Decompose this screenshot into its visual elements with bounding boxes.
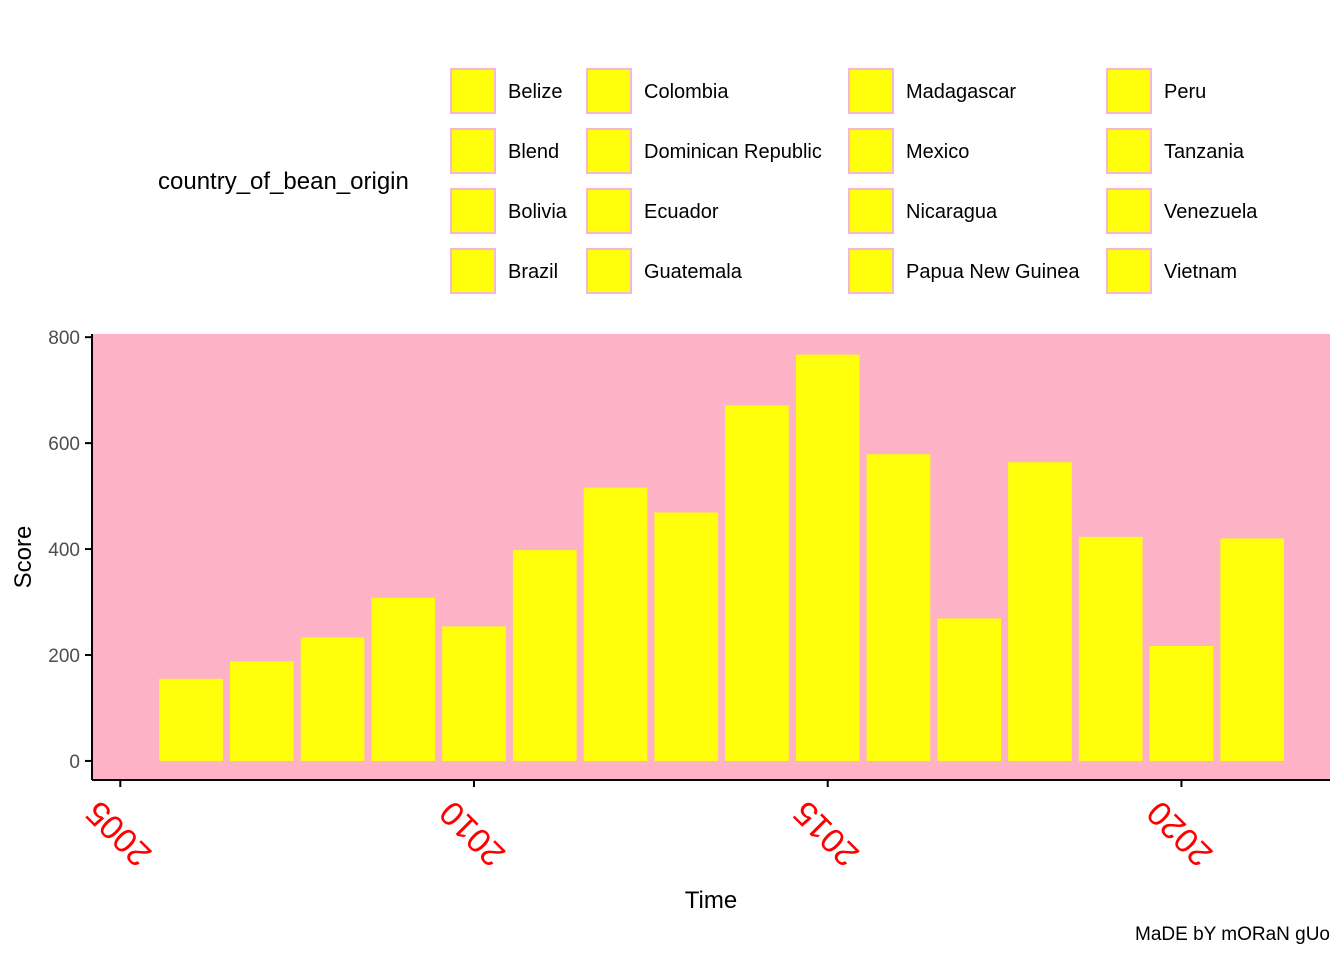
bar-2010 bbox=[442, 626, 506, 761]
legend-label: Ecuador bbox=[644, 201, 719, 223]
legend-key-swatch bbox=[586, 188, 632, 234]
y-tick-label-200: 200 bbox=[48, 646, 80, 667]
legend-key-swatch bbox=[450, 188, 496, 234]
legend-label: Bolivia bbox=[508, 201, 567, 223]
legend-label: Guatemala bbox=[644, 261, 742, 283]
bar-2014 bbox=[725, 405, 789, 761]
legend-label: Dominican Republic bbox=[644, 141, 822, 163]
legend-label: Papua New Guinea bbox=[906, 261, 1080, 283]
bar-2008 bbox=[300, 637, 365, 761]
bar-2017 bbox=[937, 618, 1002, 761]
bar-2020 bbox=[1149, 645, 1214, 761]
legend-key-swatch bbox=[1106, 68, 1152, 114]
legend-label: Vietnam bbox=[1164, 261, 1238, 283]
bar-series bbox=[159, 354, 1285, 761]
legend-label: Nicaragua bbox=[906, 201, 998, 223]
x-tick-label-2010: 2010 bbox=[432, 793, 512, 873]
y-tick-label-400: 400 bbox=[48, 540, 80, 561]
bar-2011 bbox=[512, 550, 577, 761]
y-axis-title: Score bbox=[10, 526, 37, 589]
legend-key-swatch bbox=[848, 128, 894, 174]
bar-2015 bbox=[795, 354, 860, 761]
x-tick-label-2020: 2020 bbox=[1140, 793, 1220, 873]
bar-2012 bbox=[583, 487, 648, 761]
x-tick-label-2005: 2005 bbox=[79, 793, 159, 873]
bar-2006 bbox=[159, 678, 223, 761]
legend-label: Colombia bbox=[644, 81, 729, 103]
legend-label: Brazil bbox=[508, 261, 559, 283]
legend-label: Belize bbox=[508, 81, 563, 103]
legend-key-swatch bbox=[586, 248, 632, 294]
y-axis-ticks: 0 200 400 600 800 bbox=[48, 328, 92, 773]
bar-2009 bbox=[371, 597, 436, 761]
bar-2007 bbox=[229, 661, 294, 761]
bar-2021 bbox=[1220, 538, 1285, 761]
legend-label: Tanzania bbox=[1164, 141, 1245, 163]
legend-key-swatch bbox=[450, 248, 496, 294]
legend-key-swatch bbox=[1106, 128, 1152, 174]
y-tick-label-800: 800 bbox=[48, 328, 80, 349]
bar-2013 bbox=[654, 512, 719, 761]
legend-key-swatch bbox=[586, 68, 632, 114]
legend-key-swatch bbox=[848, 68, 894, 114]
x-axis-ticks: 2005 2010 2015 2020 bbox=[79, 780, 1220, 874]
legend-key-swatch bbox=[450, 68, 496, 114]
legend-label: Mexico bbox=[906, 141, 970, 163]
bar-2019 bbox=[1078, 536, 1143, 761]
legend-key-swatch bbox=[848, 248, 894, 294]
legend-key-swatch bbox=[450, 128, 496, 174]
x-axis-title: Time bbox=[685, 887, 737, 914]
legend-label: Peru bbox=[1164, 81, 1207, 103]
legend-label: Madagascar bbox=[906, 81, 1017, 103]
x-tick-label-2015: 2015 bbox=[786, 793, 866, 873]
y-tick-label-0: 0 bbox=[69, 752, 80, 773]
legend-title: country_of_bean_origin bbox=[158, 168, 409, 195]
legend-key-swatch bbox=[848, 188, 894, 234]
bar-2016 bbox=[866, 454, 931, 761]
bar-2018 bbox=[1008, 462, 1072, 761]
legend-label: Blend bbox=[508, 141, 560, 163]
chart-caption: MaDE bY mORaN gUo bbox=[1135, 924, 1330, 945]
legend-key-swatch bbox=[1106, 188, 1152, 234]
legend-label: Venezuela bbox=[1164, 201, 1258, 223]
y-tick-label-600: 600 bbox=[48, 434, 80, 455]
legend-key-swatch bbox=[586, 128, 632, 174]
legend-key-swatch bbox=[1106, 248, 1152, 294]
